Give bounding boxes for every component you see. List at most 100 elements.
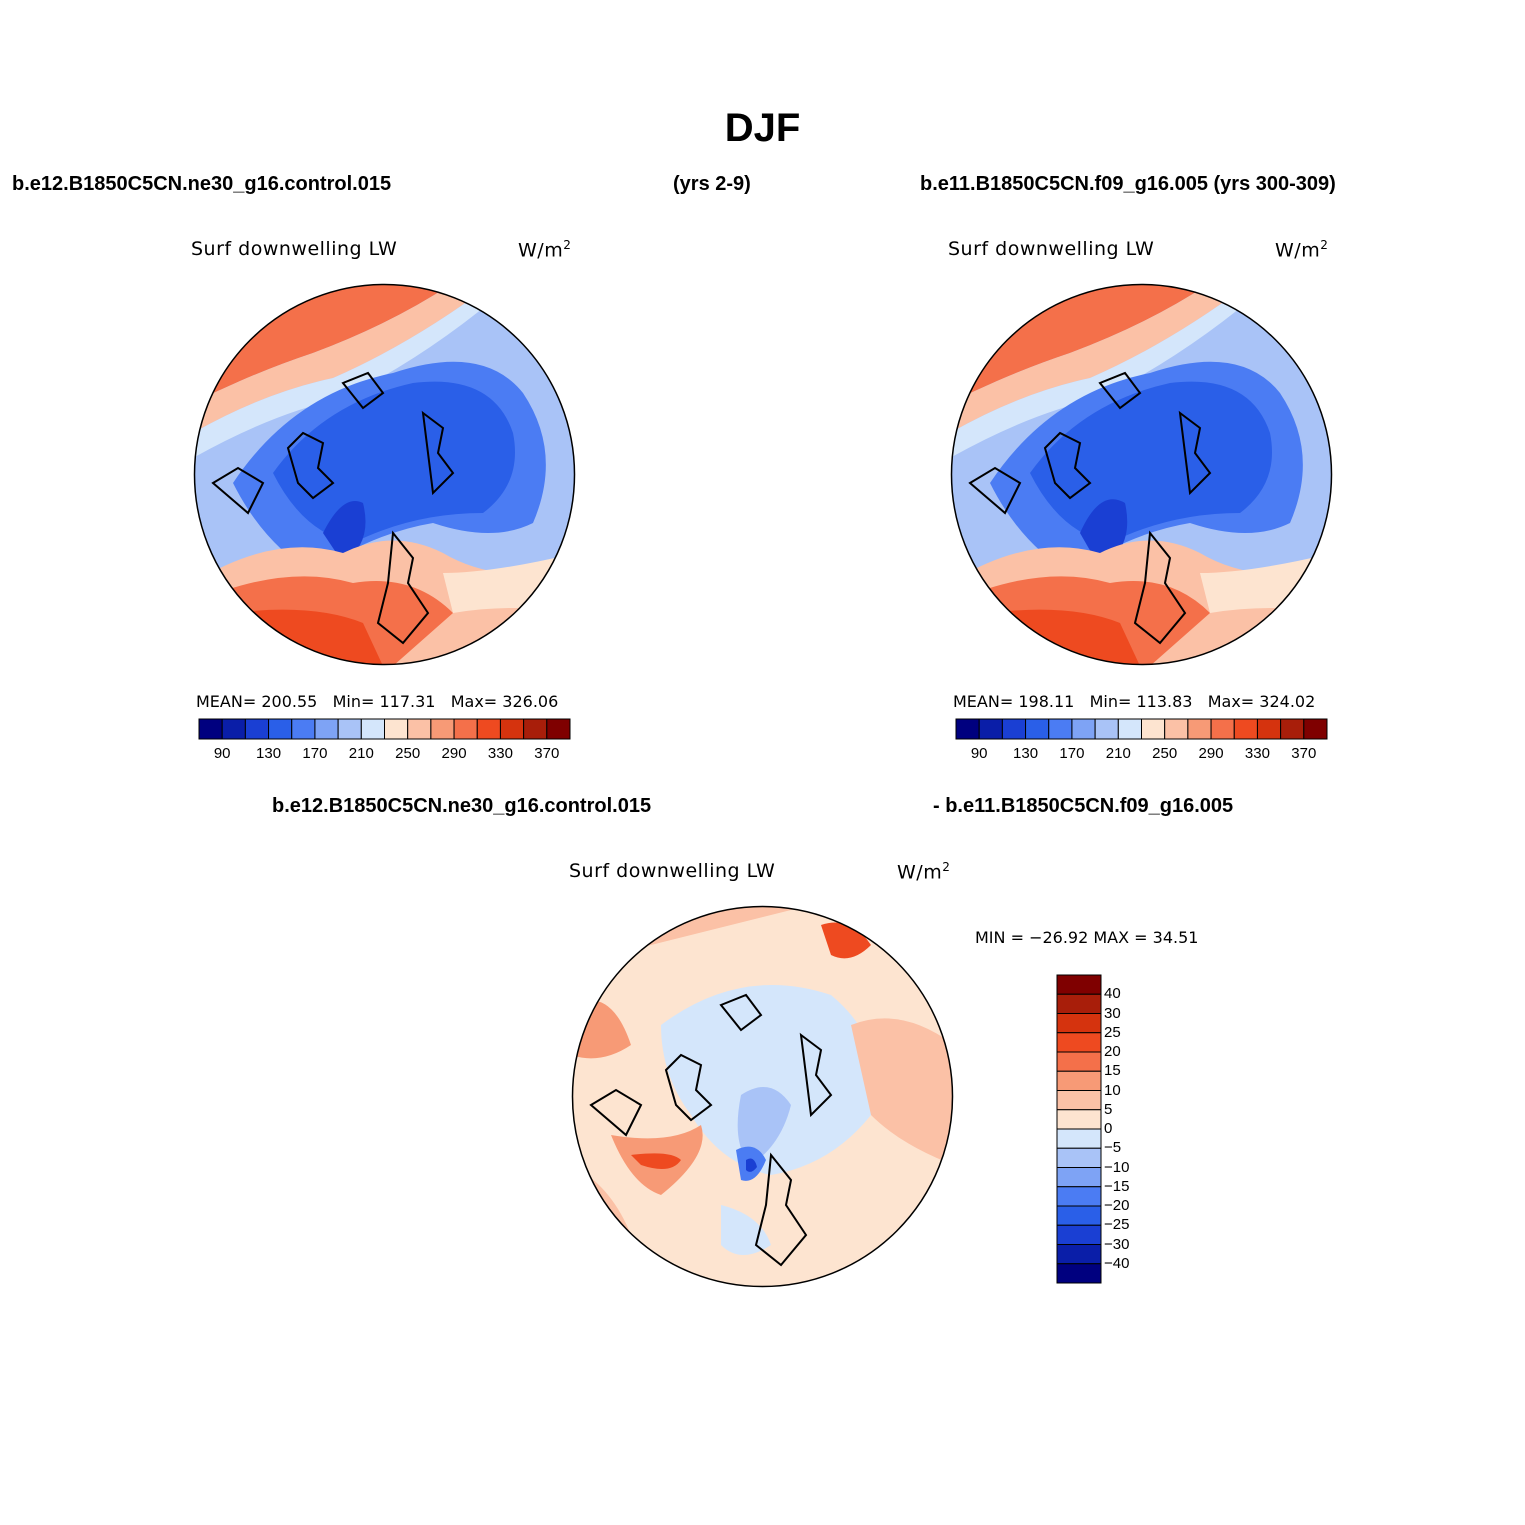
left-polar-map: [193, 283, 576, 666]
diff-minmax: MIN = −26.92 MAX = 34.51: [975, 928, 1199, 947]
diff-colorbar-tick: 25: [1104, 1023, 1121, 1041]
left-colorbar-tick: 290: [441, 745, 467, 762]
right-colorbar-tick: 250: [1152, 745, 1178, 762]
top-left-years-label: (yrs 2-9): [673, 173, 751, 195]
diff-colorbar-tick: 15: [1104, 1062, 1121, 1080]
left-colorbar-swatch: [244, 718, 270, 740]
left-colorbar-swatch: [384, 718, 409, 740]
left-colorbar-tick: 330: [487, 745, 513, 762]
left-colorbar-swatch: [314, 718, 339, 740]
diff-colorbar-swatch: [1056, 1051, 1102, 1072]
left-colorbar: [198, 718, 571, 740]
left-stats: MEAN= 200.55 Min= 117.31 Max= 326.06: [196, 692, 559, 711]
right-colorbar: [955, 718, 1328, 740]
left-colorbar-swatch: [499, 718, 525, 740]
right-colorbar-tick: 370: [1291, 745, 1317, 762]
top-left-case-label: b.e12.B1850C5CN.ne30_g16.control.015: [12, 173, 392, 195]
diff-panel-variable: Surf downwelling LW: [569, 860, 776, 882]
right-colorbar-swatch: [1117, 718, 1142, 740]
right-colorbar-swatch: [1048, 718, 1073, 740]
diff-colorbar-swatch: [1056, 1109, 1102, 1130]
right-colorbar-swatch: [1210, 718, 1235, 740]
left-colorbar-tick: 90: [213, 745, 231, 762]
diff-colorbar-swatch: [1056, 1167, 1102, 1188]
left-colorbar-swatch: [476, 718, 501, 740]
diff-colorbar-tick: 20: [1104, 1043, 1121, 1060]
right-colorbar-swatch: [955, 718, 980, 740]
right-colorbar-swatch: [1164, 718, 1189, 740]
diff-case-a-label: b.e12.B1850C5CN.ne30_g16.control.015: [272, 795, 652, 817]
right-colorbar-tick: 170: [1059, 745, 1085, 762]
left-colorbar-swatch: [546, 718, 571, 740]
diff-colorbar-swatch: [1056, 1090, 1102, 1111]
left-colorbar-tick: 250: [395, 745, 421, 762]
diff-colorbar-swatch: [1056, 1128, 1102, 1149]
diff-colorbar-tick: −5: [1104, 1139, 1122, 1157]
right-colorbar-swatch: [1071, 718, 1096, 740]
diff-colorbar-swatch: [1056, 1147, 1102, 1168]
diff-colorbar-tick: 5: [1104, 1100, 1113, 1118]
diff-colorbar-tick: 40: [1104, 985, 1121, 1003]
right-colorbar-swatch: [1280, 718, 1305, 740]
right-colorbar-swatch: [978, 718, 1003, 740]
left-colorbar-tick: 370: [534, 745, 560, 762]
diff-colorbar-swatch: [1056, 1205, 1102, 1226]
right-colorbar-swatch: [1303, 718, 1328, 740]
right-colorbar-tick: 90: [970, 745, 988, 762]
left-colorbar-swatch: [523, 718, 548, 740]
diff-colorbar-tick: −30: [1104, 1235, 1130, 1253]
left-colorbar-tick: 130: [256, 745, 282, 762]
diff-colorbar-tick: 30: [1104, 1004, 1121, 1022]
diff-colorbar-tick: −10: [1104, 1158, 1130, 1176]
diff-colorbar-swatch: [1056, 1186, 1102, 1207]
diff-polar-map: [571, 905, 954, 1288]
left-panel-variable: Surf downwelling LW: [191, 238, 398, 260]
right-colorbar-swatch: [1256, 718, 1282, 740]
left-colorbar-swatch: [430, 718, 455, 740]
diff-colorbar-swatch: [1056, 1013, 1102, 1034]
right-stats: MEAN= 198.11 Min= 113.83 Max= 324.02: [953, 692, 1316, 711]
right-colorbar-swatch: [1141, 718, 1166, 740]
left-colorbar-swatch: [198, 718, 223, 740]
diff-case-b-label: - b.e11.B1850C5CN.f09_g16.005: [933, 795, 1234, 817]
left-panel-units: W/m2: [518, 238, 572, 262]
left-colorbar-ticks: 90 130 170 210 250 290 330 370: [199, 745, 570, 765]
diff-panel-units: W/m2: [897, 860, 951, 884]
right-panel-units: W/m2: [1275, 238, 1329, 262]
right-colorbar-tick: 130: [1013, 745, 1039, 762]
diff-colorbar-swatch: [1056, 974, 1102, 995]
left-colorbar-tick: 210: [348, 745, 374, 762]
right-polar-map: [950, 283, 1333, 666]
right-panel-variable: Surf downwelling LW: [948, 238, 1155, 260]
left-colorbar-swatch: [291, 718, 316, 740]
right-colorbar-tick: 290: [1198, 745, 1224, 762]
diff-colorbar-tick: −20: [1104, 1197, 1130, 1214]
diff-colorbar-swatch: [1056, 1070, 1102, 1091]
diff-colorbar-tick: −40: [1104, 1254, 1130, 1272]
diff-colorbar-swatch: [1056, 1263, 1102, 1284]
right-colorbar-tick: 330: [1244, 745, 1270, 762]
diff-colorbar-tick: 10: [1104, 1081, 1121, 1099]
diff-colorbar-tick: 0: [1104, 1120, 1113, 1137]
diff-colorbar: [1056, 974, 1102, 1284]
diff-colorbar-swatch: [1056, 1032, 1102, 1053]
left-colorbar-swatch: [453, 718, 478, 740]
left-colorbar-swatch: [360, 718, 385, 740]
diff-colorbar-swatch: [1056, 1244, 1102, 1265]
season-title: DJF: [724, 106, 801, 150]
right-colorbar-swatch: [1094, 718, 1119, 740]
diff-colorbar-swatch: [1056, 1224, 1102, 1245]
left-colorbar-swatch: [221, 718, 246, 740]
diff-colorbar-tick: −15: [1104, 1177, 1130, 1195]
right-colorbar-ticks: 90 130 170 210 250 290 330 370: [956, 745, 1327, 765]
diff-colorbar-tick: −25: [1104, 1216, 1130, 1234]
right-colorbar-tick: 210: [1105, 745, 1131, 762]
left-colorbar-swatch: [337, 718, 362, 740]
left-colorbar-swatch: [407, 718, 432, 740]
right-colorbar-swatch: [1187, 718, 1212, 740]
right-colorbar-swatch: [1001, 718, 1027, 740]
left-colorbar-tick: 170: [302, 745, 328, 762]
right-colorbar-swatch: [1233, 718, 1258, 740]
left-colorbar-swatch: [268, 718, 293, 740]
right-colorbar-swatch: [1025, 718, 1050, 740]
